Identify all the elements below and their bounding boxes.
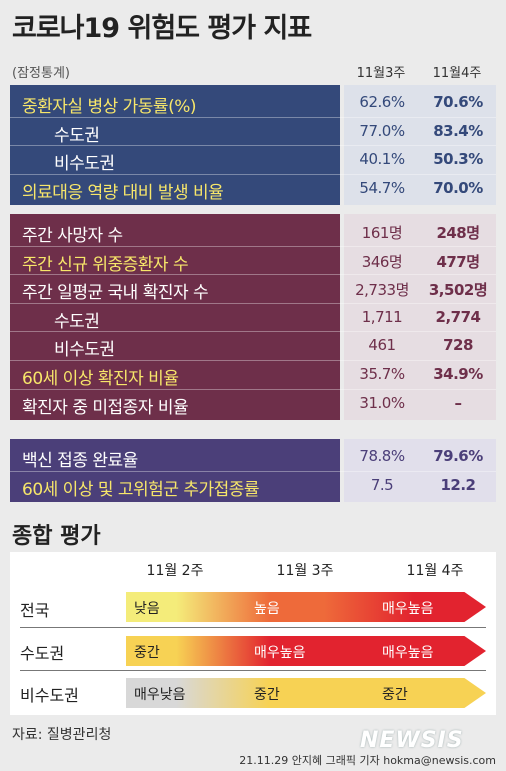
week-label: 11월 2주: [146, 563, 204, 579]
value-week4: 3,502명: [428, 281, 488, 300]
row-label: 주간 신규 위중증환자 수: [22, 254, 189, 275]
table-row: 중환자실 병상 가동률(%) 62.6% 70.6%: [10, 88, 496, 117]
table-row: 비수도권 461 728: [10, 331, 496, 361]
row-label: 60세 이상 확진자 비율: [22, 369, 179, 389]
row-divider: [10, 360, 496, 361]
table-row: 확진자 중 미접종자 비율 31.0% –: [10, 389, 496, 418]
row-label: 주간 일평균 국내 확진자 수: [22, 283, 209, 304]
table-row: 수도권 1,711 2,774: [10, 303, 496, 332]
value-week3: 346명: [361, 252, 403, 271]
value-week3: 40.1%: [359, 150, 405, 169]
row-label: 수도권: [54, 311, 100, 332]
row-label: 수도권: [54, 125, 100, 146]
value-week4: 83.4%: [433, 121, 483, 140]
subtitle: (잠정통계): [12, 66, 70, 81]
table-section: 백신 접종 완료율 78.8% 79.6% 60세 이상 및 고위험군 추가접종률 7.…: [10, 439, 496, 503]
row-divider: [10, 173, 496, 175]
source: 자료: 질병관리청: [12, 727, 112, 743]
row-label: 백신 접종 완료율: [22, 451, 138, 471]
section-value-bg: [344, 85, 496, 206]
row-divider: [10, 388, 496, 390]
value-week3: 461: [368, 336, 396, 355]
risk-level-label: 매우높음: [382, 601, 434, 617]
value-week3: 161명: [361, 224, 403, 242]
table-section: 중환자실 병상 가동률(%) 62.6% 70.6% 수도권 77.0% 83.4% 비수도…: [10, 85, 496, 206]
region-label: 수도권: [20, 644, 65, 663]
week-label: 11월 3주: [276, 563, 334, 579]
row-label: 비수도권: [54, 340, 115, 361]
value-week4: 79.6%: [433, 447, 483, 465]
row-divider: [10, 145, 496, 147]
row-label: 중환자실 병상 가동률(%): [22, 97, 197, 117]
value-week4: 70.6%: [433, 93, 483, 111]
value-week4: 34.9%: [433, 365, 483, 383]
credit: 21.11.29 안지혜 그래픽 기자 hokma@newsis.com: [239, 754, 496, 767]
col-header-week4: 11월4주: [432, 66, 482, 81]
table-row: 수도권 77.0% 83.4%: [10, 117, 496, 146]
row-label: 주간 사망자 수: [22, 226, 123, 246]
risk-level-label: 중간: [254, 687, 280, 703]
value-week3: 31.0%: [359, 393, 405, 412]
value-week3: 1,711: [361, 307, 403, 326]
risk-level-label: 낮음: [134, 601, 160, 617]
risk-level-label: 매우높음: [254, 645, 306, 661]
value-week3: 35.7%: [359, 365, 405, 383]
risk-arrow: 낮음 높음 매우높음: [126, 592, 486, 622]
region-label: 전국: [20, 601, 50, 620]
value-week4: 477명: [436, 252, 480, 271]
value-week3: 7.5: [370, 475, 394, 494]
value-week4: 2,774: [435, 307, 481, 326]
row-divider: [10, 116, 496, 118]
value-week4: 248명: [436, 224, 480, 242]
section-label-bg: [10, 214, 340, 421]
value-week3: 2,733명: [355, 281, 409, 300]
table-row: 의료대응 역량 대비 발생 비율 54.7% 70.0%: [10, 174, 496, 203]
section-label-bg: [10, 439, 340, 503]
value-week4: –: [454, 393, 463, 412]
page-title: 코로나19 위험도 평가 지표: [12, 13, 312, 44]
section-value-bg: [344, 214, 496, 421]
value-week3: 62.6%: [359, 93, 405, 111]
table-row: 백신 접종 완료율 78.8% 79.6%: [10, 442, 496, 471]
section-value-bg: [344, 439, 496, 503]
row-divider: [10, 274, 496, 276]
table-row: 주간 일평균 국내 확진자 수 2,733명 3,502명: [10, 274, 496, 304]
risk-level-label: 매우낮음: [134, 687, 186, 703]
table-section: 주간 사망자 수 161명 248명 주간 신규 위중증환자 수 346명 477명 주간 …: [10, 214, 496, 421]
value-week3: 78.8%: [359, 447, 405, 465]
section-label-bg: [10, 85, 340, 206]
value-week3: 54.7%: [359, 178, 405, 197]
risk-arrow: 중간 매우높음 매우높음: [126, 636, 486, 666]
newsis-logo: NEWSIS: [360, 728, 464, 753]
row-label: 확진자 중 미접종자 비율: [22, 397, 189, 418]
value-week4: 728: [443, 336, 473, 355]
week-label: 11월 4주: [406, 563, 464, 579]
region-label: 비수도권: [20, 686, 79, 705]
row-divider: [20, 670, 486, 671]
row-divider: [10, 302, 496, 304]
value-week3: 77.0%: [359, 121, 405, 140]
value-week4: 12.2: [440, 475, 476, 494]
value-week4: 50.3%: [433, 150, 483, 169]
assessment-heading: 종합 평가: [12, 524, 101, 549]
table-row: 60세 이상 확진자 비율 35.7% 34.9%: [10, 360, 496, 389]
table-row: 주간 사망자 수 161명 248명: [10, 217, 496, 246]
row-divider: [20, 627, 486, 628]
row-label: 의료대응 역량 대비 발생 비율: [22, 182, 224, 203]
row-divider: [10, 245, 496, 247]
row-label: 비수도권: [54, 154, 115, 175]
risk-level-label: 중간: [134, 645, 160, 661]
value-week4: 70.0%: [433, 178, 483, 197]
table-row: 60세 이상 및 고위험군 추가접종률 7.5 12.2: [10, 471, 496, 500]
risk-level-label: 매우높음: [382, 645, 434, 661]
row-divider: [10, 470, 496, 472]
table-row: 주간 신규 위중증환자 수 346명 477명: [10, 246, 496, 275]
risk-level-label: 중간: [382, 687, 408, 703]
row-label: 60세 이상 및 고위험군 추가접종률: [22, 479, 260, 500]
table-row: 비수도권 40.1% 50.3%: [10, 145, 496, 175]
col-header-week3: 11월3주: [356, 66, 406, 81]
risk-arrow: 매우낮음 중간 중간: [126, 678, 486, 708]
row-divider: [10, 331, 496, 333]
risk-level-label: 높음: [254, 601, 280, 617]
